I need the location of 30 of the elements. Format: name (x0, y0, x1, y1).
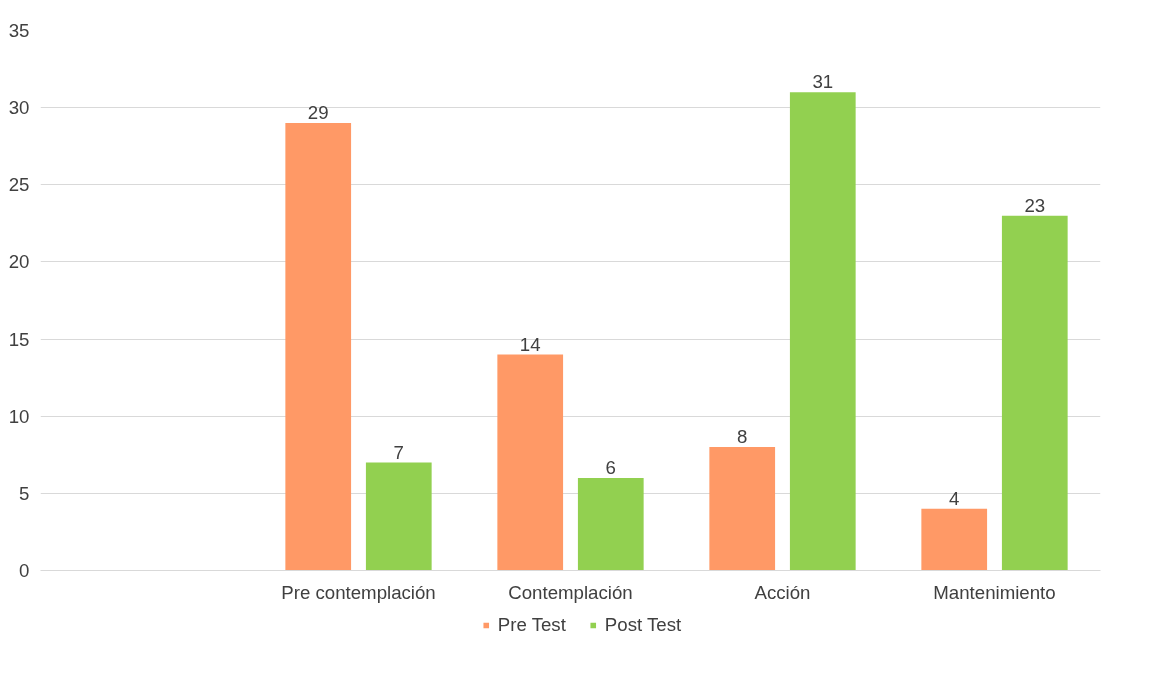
y-tick-label: 10 (8, 405, 30, 427)
bar (285, 123, 352, 571)
y-tick-label: 20 (8, 251, 30, 273)
bar (497, 354, 564, 571)
y-tick-label: 30 (8, 97, 30, 119)
data-label: 7 (393, 441, 404, 463)
bar (921, 508, 988, 571)
y-tick-label: 0 (19, 560, 30, 581)
data-label: 8 (737, 426, 748, 448)
legend-label: Post Test (604, 614, 682, 636)
data-label: 6 (605, 456, 616, 478)
data-label: 4 (949, 487, 960, 509)
bar (577, 477, 644, 571)
data-label: 23 (1024, 194, 1046, 216)
y-tick-label: 5 (19, 482, 30, 504)
data-label: 29 (307, 102, 329, 124)
bar (709, 447, 776, 571)
bar (1001, 215, 1068, 571)
bar (365, 462, 432, 571)
x-tick-label: Pre contemplación (281, 581, 436, 603)
data-label: 14 (519, 333, 541, 355)
legend-label: Pre Test (497, 614, 566, 636)
y-tick-label: 15 (8, 328, 30, 350)
y-tick-label: 35 (8, 20, 30, 41)
data-label: 31 (812, 71, 834, 93)
x-tick-label: Acción (754, 581, 811, 603)
x-tick-label: Mantenimiento (933, 581, 1056, 603)
x-tick-label: Contemplación (508, 581, 633, 603)
y-tick-label: 25 (8, 174, 30, 196)
bar (789, 92, 856, 571)
